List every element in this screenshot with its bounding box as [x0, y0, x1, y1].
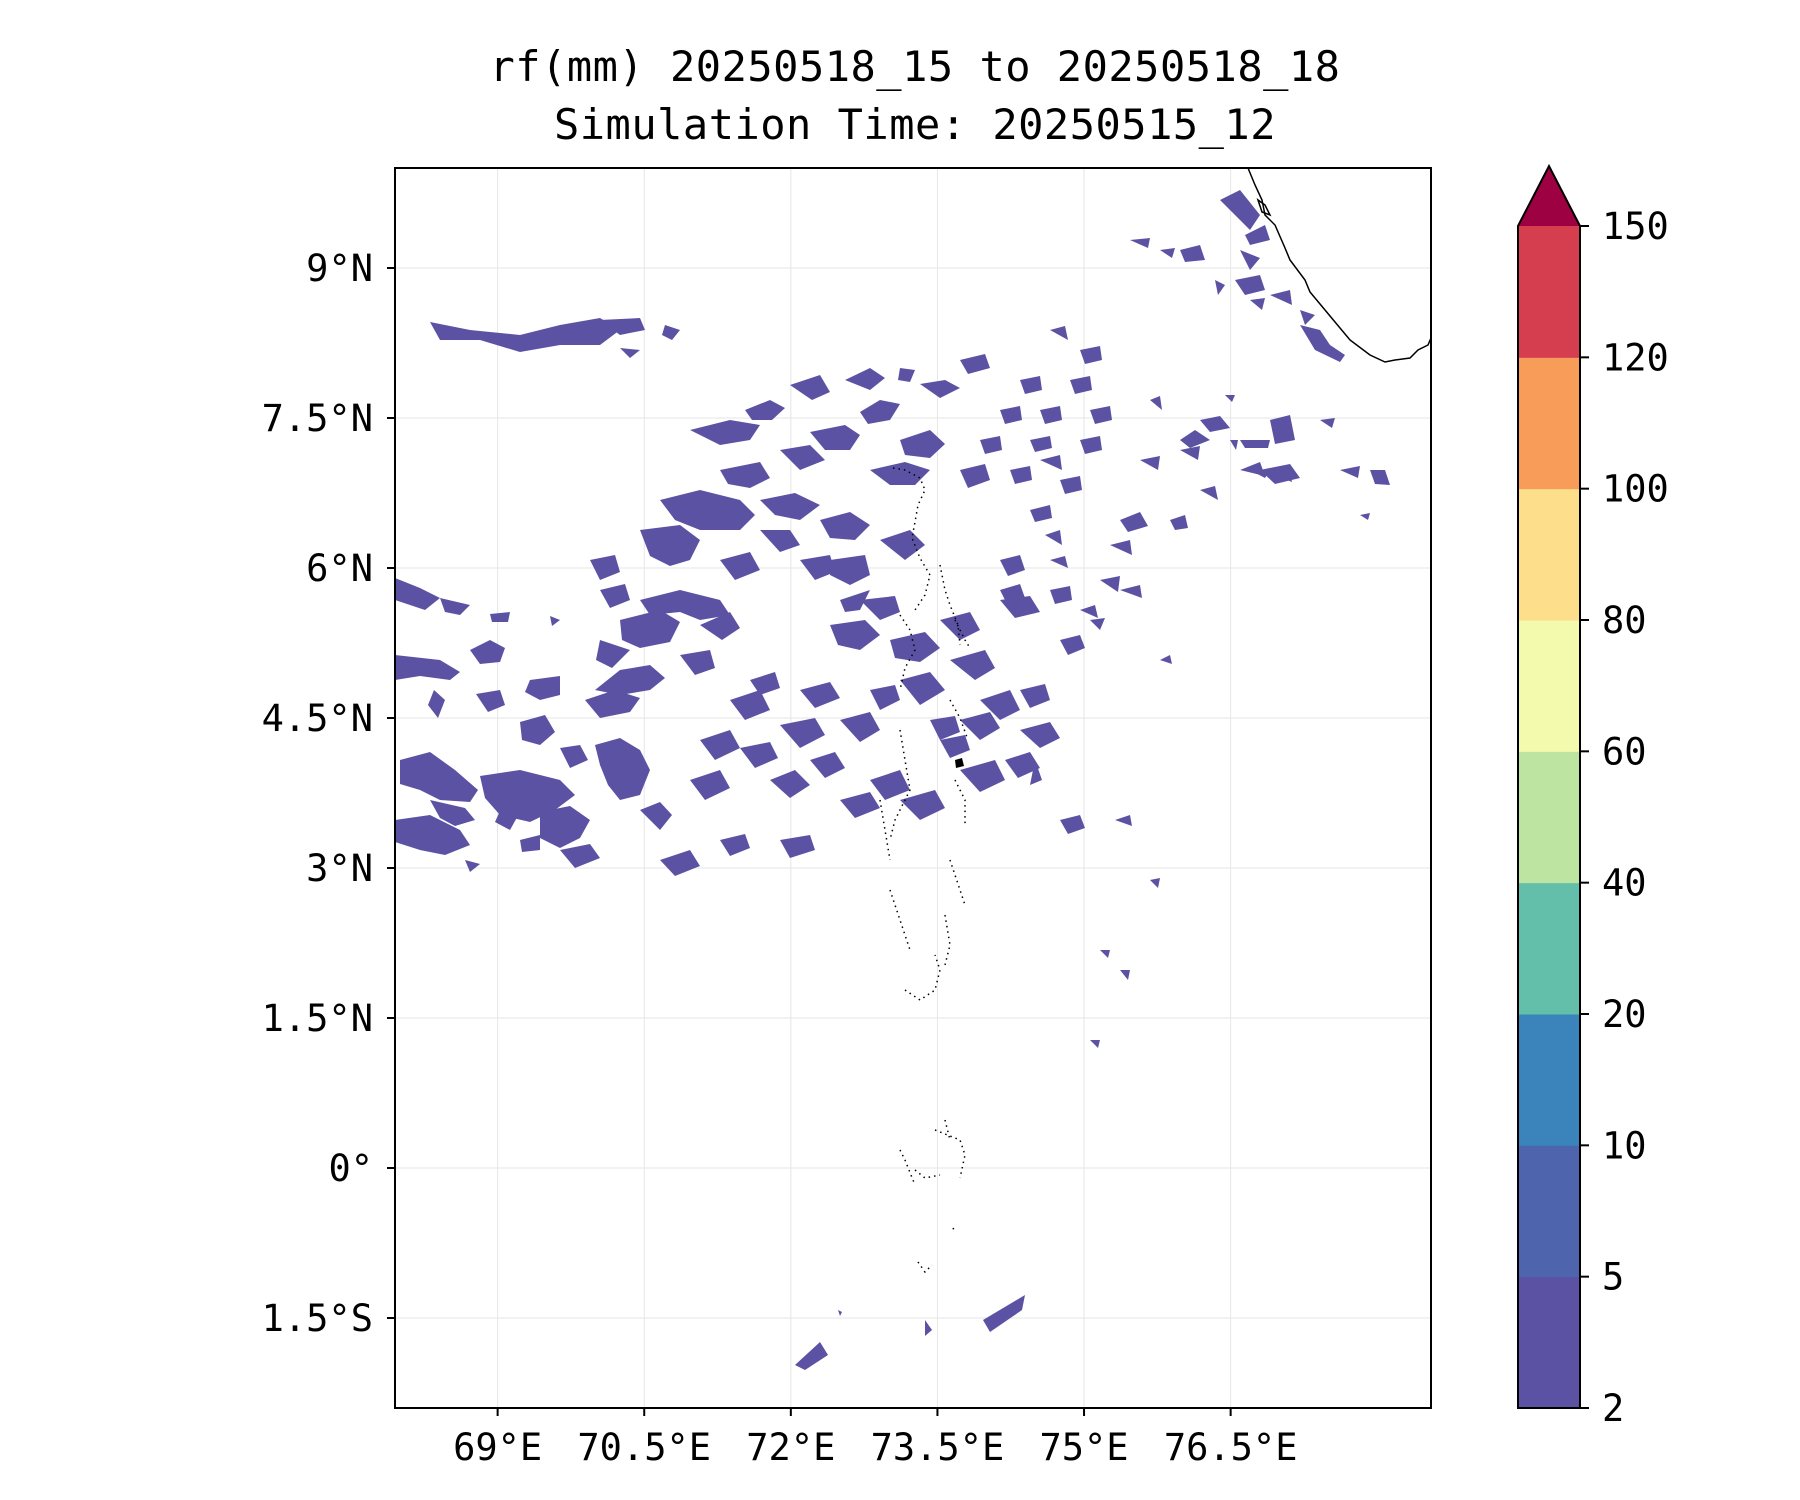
map-frame: [394, 167, 1432, 1409]
colorbar-label: 10: [1602, 1124, 1647, 1167]
latitude-ticks: 9°N 7.5°N 6°N 4.5°N 3°N 1.5°N 0° 1.5°S: [262, 247, 395, 1340]
y-tick-label: 3°N: [306, 847, 373, 890]
colorbar-segment-0: [1518, 1276, 1580, 1409]
colorbar-label: 5: [1602, 1256, 1624, 1299]
maldives-atolls: [879, 467, 971, 1274]
x-tick-label: 70.5°E: [577, 1426, 711, 1469]
colorbar: [1517, 163, 1581, 1409]
colorbar-label: 60: [1602, 730, 1647, 773]
y-tick-label: 4.5°N: [262, 697, 373, 740]
rain-cells-east: [1130, 190, 1390, 520]
y-tick-label: 0°: [328, 1147, 373, 1190]
male-island: [955, 758, 964, 768]
x-tick-label: 72°E: [746, 1426, 835, 1469]
rain-cells-south: [795, 1295, 1025, 1370]
y-tick-label: 9°N: [306, 247, 373, 290]
colorbar-outline: [1517, 163, 1581, 1409]
colorbar-label: 80: [1602, 599, 1647, 642]
colorbar-extend-arrow: [1518, 166, 1580, 226]
colorbar-label: 20: [1602, 993, 1647, 1036]
colorbar-labels: 2 5 10 20 40 60 80 100 120 150: [1580, 205, 1669, 1430]
colorbar-label: 150: [1602, 205, 1669, 248]
colorbar-segment-7: [1518, 357, 1580, 490]
x-tick-label: 73.5°E: [871, 1426, 1005, 1469]
colorbar-segment-5: [1518, 620, 1580, 752]
colorbar-segment-4: [1518, 751, 1580, 884]
x-tick-label: 69°E: [453, 1426, 542, 1469]
colorbar-segment-8: [1518, 226, 1580, 358]
coastline: [1247, 168, 1431, 363]
y-tick-label: 6°N: [306, 547, 373, 590]
colorbar-segment-6: [1518, 488, 1580, 621]
colorbar-label: 120: [1602, 336, 1669, 379]
rainfall-contours: [395, 190, 1390, 1370]
x-tick-label: 75°E: [1039, 1426, 1128, 1469]
colorbar-label: 40: [1602, 862, 1647, 905]
colorbar-label: 100: [1602, 468, 1669, 511]
y-tick-label: 7.5°N: [262, 397, 373, 440]
rain-cells-west: [395, 318, 1300, 1048]
map-gridlines: [395, 168, 1431, 1408]
y-tick-label: 1.5°N: [262, 997, 373, 1040]
colorbar-segment-2: [1518, 1014, 1580, 1146]
colorbar-label: 2: [1602, 1387, 1624, 1430]
colorbar-segment-1: [1518, 1145, 1580, 1278]
colorbar-segment-3: [1518, 882, 1580, 1015]
map-title: rf(mm) 20250518_15 to 20250518_18: [489, 42, 1341, 91]
longitude-ticks: 69°E 70.5°E 72°E 73.5°E 75°E 76.5°E: [453, 1408, 1297, 1469]
y-tick-label: 1.5°S: [262, 1297, 373, 1340]
x-tick-label: 76.5°E: [1164, 1426, 1298, 1469]
map-subtitle: Simulation Time: 20250515_12: [553, 100, 1276, 149]
